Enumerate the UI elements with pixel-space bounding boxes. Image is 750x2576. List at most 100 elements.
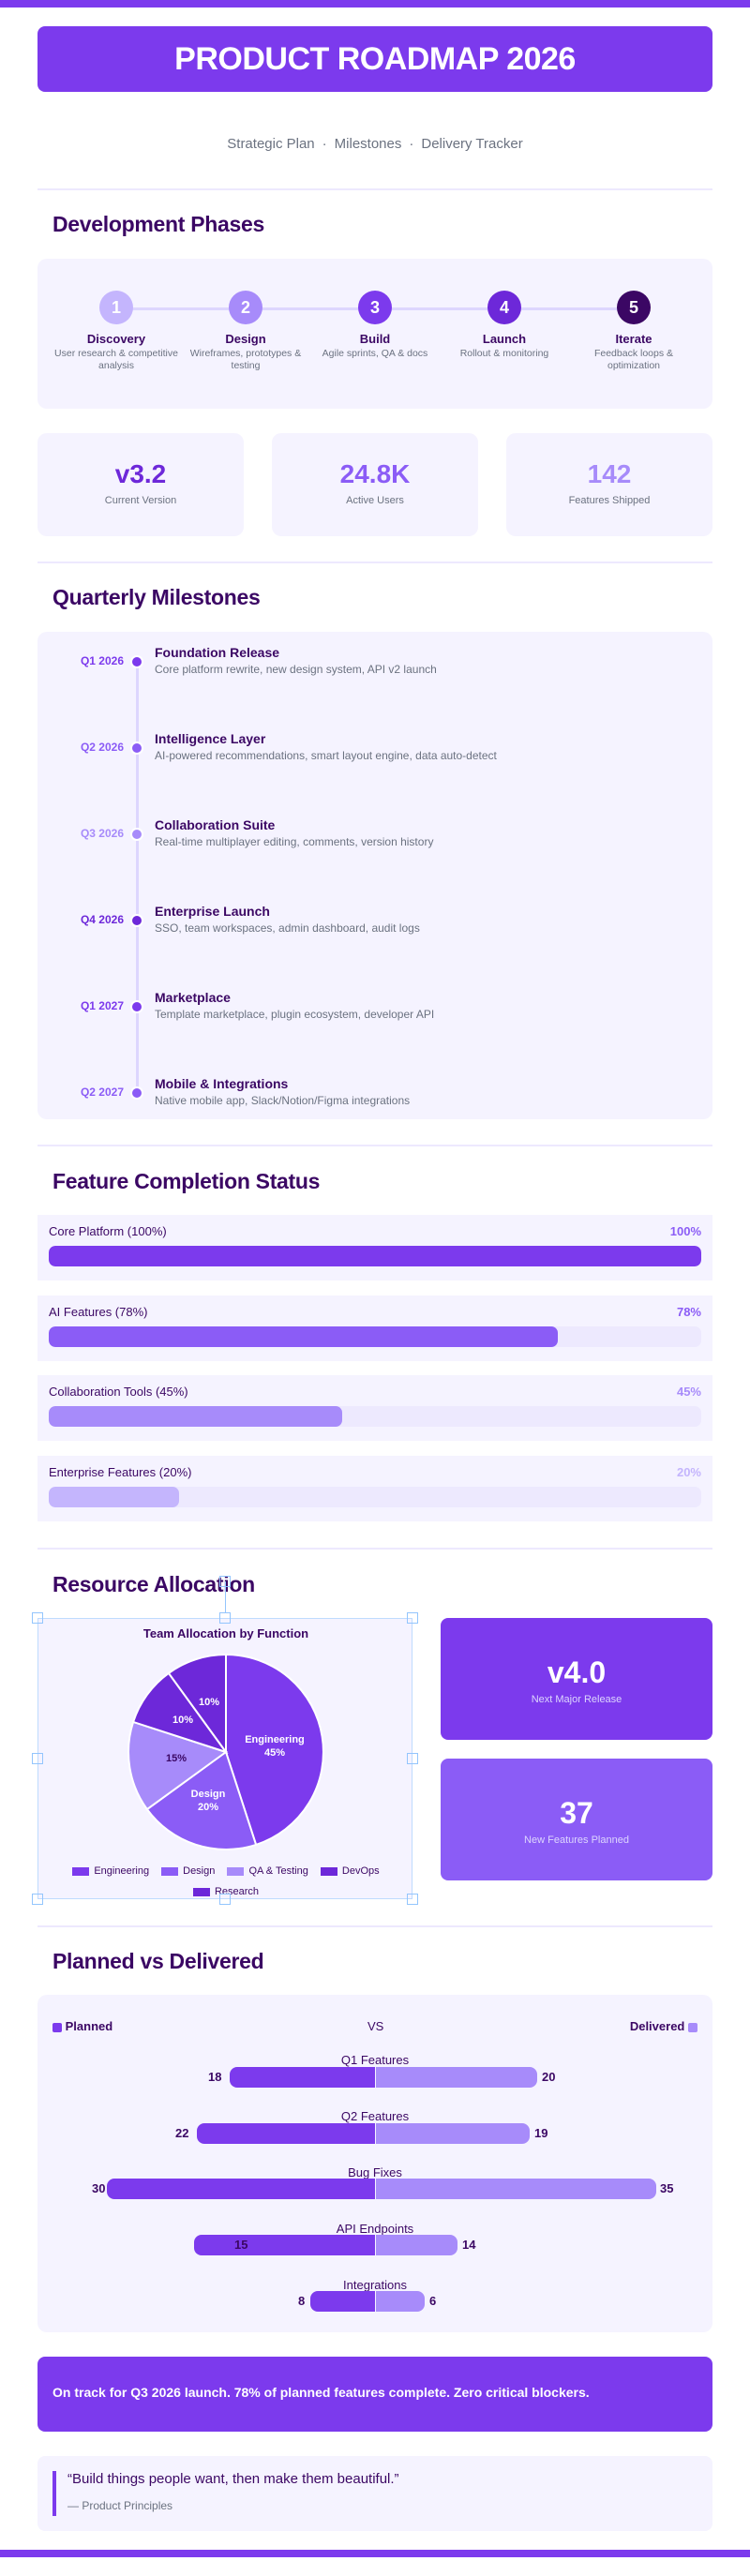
svg-text:45%: 45%	[264, 1747, 285, 1759]
svg-text:15%: 15%	[166, 1753, 187, 1764]
section-title-phases: Development Phases	[52, 212, 264, 236]
timeline-line	[136, 656, 139, 1092]
phase-description: Agile sprints, QA & docs	[322, 348, 428, 359]
phase-number-badge: 2	[229, 291, 262, 324]
progress-fill	[49, 1487, 180, 1507]
section-title-completion: Feature Completion Status	[52, 1169, 321, 1193]
legend-item-devops[interactable]: DevOps	[320, 1861, 380, 1881]
progress-fill	[49, 1326, 558, 1347]
legend-item-engineering[interactable]: Engineering	[72, 1861, 149, 1881]
milestone-description: Template marketplace, plugin ecosystem, …	[155, 1008, 435, 1021]
legend-label: Research	[214, 1886, 260, 1897]
bar-row-label: Q1 Features	[340, 2053, 410, 2067]
phase-build: 3 Build Agile sprints, QA & docs	[309, 291, 441, 360]
phase-name: Design	[225, 332, 266, 346]
milestone-quarter: Q3 2026	[80, 827, 124, 840]
phase-number-badge: 5	[617, 291, 651, 324]
milestone-item: Q3 2026 Collaboration Suite Real-time mu…	[38, 817, 712, 855]
milestone-title: Foundation Release	[155, 645, 280, 660]
progress-label: AI Features (78%)	[49, 1305, 148, 1319]
bar-row-label: Integrations	[343, 2278, 407, 2292]
card-label: New Features Planned	[524, 1835, 629, 1846]
progress-collaboration-tools: Collaboration Tools (45%) 45%	[38, 1375, 712, 1441]
legend-item-design[interactable]: Design	[161, 1861, 215, 1881]
legend-item-research[interactable]: Research	[192, 1881, 260, 1902]
milestone-item: Q4 2026 Enterprise Launch SSO, team work…	[38, 904, 712, 941]
progress-track	[49, 1406, 701, 1427]
pie-chart-container[interactable]: Team Allocation by Function Engineering …	[32, 1576, 418, 1905]
resize-handle-top-right[interactable]	[407, 1612, 418, 1624]
delivered-value: 20	[542, 2070, 556, 2084]
resize-handle-top[interactable]	[219, 1612, 231, 1624]
chart-title: Team Allocation by Function	[142, 1626, 309, 1640]
resize-handle-bottom-right[interactable]	[407, 1894, 418, 1905]
bar-planned	[310, 2291, 375, 2312]
stat-value: 142	[587, 459, 632, 488]
planned-value: 18	[208, 2070, 222, 2084]
planned-value: 22	[175, 2126, 189, 2140]
divider	[38, 562, 712, 563]
phase-description: Wireframes, prototypes & testing	[189, 348, 302, 371]
progress-value: 20%	[676, 1465, 701, 1479]
features-planned-card: 37 New Features Planned	[441, 1759, 712, 1880]
timeline-dot-icon	[130, 1000, 143, 1013]
quote-block: “Build things people want, then make the…	[38, 2456, 712, 2531]
page-title: PRODUCT ROADMAP 2026	[174, 40, 576, 77]
delivered-value: 19	[534, 2126, 548, 2140]
legend-label: Engineering	[94, 1865, 150, 1877]
rotate-handle-stem	[225, 1581, 226, 1612]
legend-item-qa-testing[interactable]: QA & Testing	[227, 1861, 308, 1881]
resize-handle-right[interactable]	[407, 1753, 418, 1764]
progress-fill	[49, 1406, 343, 1427]
delivered-value: 6	[429, 2294, 437, 2308]
quote-accent-bar	[52, 2471, 56, 2516]
pie-slice-design	[145, 1750, 258, 1850]
divider	[38, 1548, 712, 1550]
stat-label: Current Version	[104, 495, 177, 506]
svg-text:10%: 10%	[199, 1697, 219, 1708]
resize-handle-bottom-left[interactable]	[32, 1894, 43, 1905]
subtitle-milestones: Milestones	[334, 136, 402, 152]
planned-value: 8	[298, 2294, 306, 2308]
legend-label: Design	[183, 1865, 216, 1877]
bar-planned	[107, 2179, 375, 2199]
phase-launch: 4 Launch Rollout & monitoring	[439, 291, 570, 360]
bar-delivered	[376, 2235, 458, 2255]
separator: ·	[322, 136, 327, 152]
phase-name: Launch	[482, 332, 527, 346]
resize-handle-bottom[interactable]	[219, 1894, 231, 1905]
bar-planned	[230, 2067, 375, 2088]
planned-delivered-panel	[38, 1995, 712, 2332]
milestone-title: Intelligence Layer	[155, 731, 266, 746]
bar-row-label: Q2 Features	[340, 2109, 410, 2123]
legend-swatch	[72, 1866, 90, 1876]
stat-label: Features Shipped	[568, 495, 651, 506]
svg-text:Engineering: Engineering	[245, 1734, 305, 1745]
phase-design: 2 Design Wireframes, prototypes & testin…	[180, 291, 311, 372]
rotate-handle[interactable]	[219, 1576, 231, 1587]
planned-value: 30	[92, 2181, 106, 2195]
phase-discovery: 1 Discovery User research & competitive …	[51, 291, 182, 372]
card-label: Next Major Release	[531, 1694, 622, 1705]
progress-track	[49, 1246, 701, 1266]
bottom-accent-bar	[0, 2550, 750, 2557]
resize-handle-left[interactable]	[32, 1753, 43, 1764]
delivered-value: 35	[660, 2181, 674, 2195]
progress-ai-features: AI Features (78%) 78%	[38, 1295, 712, 1361]
resize-handle-top-left[interactable]	[32, 1612, 43, 1624]
milestone-description: Real-time multiplayer editing, comments,…	[155, 835, 434, 848]
bar-delivered	[376, 2179, 656, 2199]
timeline-dot-icon	[130, 741, 143, 755]
section-title-milestones: Quarterly Milestones	[52, 585, 261, 609]
milestone-description: Core platform rewrite, new design system…	[155, 663, 437, 676]
milestone-quarter: Q1 2026	[80, 654, 124, 667]
divider	[38, 1925, 712, 1927]
legend-label: QA & Testing	[248, 1865, 308, 1877]
subtitle-delivery-tracker: Delivery Tracker	[421, 136, 523, 152]
phase-name: Build	[359, 332, 391, 346]
bar-planned	[194, 2235, 375, 2255]
progress-core-platform: Core Platform (100%) 100%	[38, 1215, 712, 1281]
timeline-dot-icon	[130, 655, 143, 668]
legend-swatch	[227, 1866, 245, 1876]
phase-name: Discovery	[86, 332, 146, 346]
